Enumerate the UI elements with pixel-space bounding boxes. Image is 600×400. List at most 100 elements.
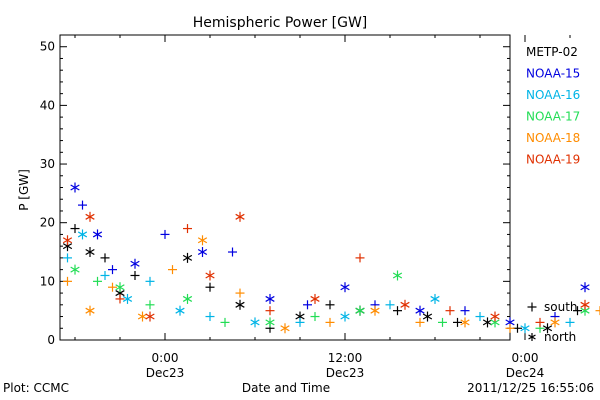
data-point — [565, 317, 575, 327]
data-point — [70, 224, 80, 234]
data-point — [340, 311, 350, 322]
data-point — [265, 293, 275, 304]
data-point — [100, 270, 110, 280]
y-tick-label: 10 — [40, 274, 55, 288]
data-point — [325, 300, 335, 310]
chart-title: Hemispheric Power [GW] — [193, 15, 368, 31]
data-point — [550, 317, 560, 328]
data-point — [573, 306, 582, 316]
data-point — [542, 323, 553, 334]
y-tick-label: 20 — [40, 216, 55, 230]
data-point — [482, 317, 493, 328]
data-point — [400, 299, 410, 310]
data-point — [430, 293, 440, 304]
data-point — [78, 200, 87, 210]
data-point — [108, 265, 117, 275]
y-axis: 0 10 20 30 40 50 — [40, 40, 510, 347]
x-tick-label-date: Dec23 — [326, 366, 365, 380]
legend-entry: NOAA-19 — [526, 153, 580, 167]
data-point — [580, 282, 590, 293]
data-point — [392, 270, 403, 281]
legend-entry: NOAA-16 — [526, 88, 580, 102]
data-point — [100, 253, 110, 263]
legend-entry: NOAA-18 — [526, 131, 580, 145]
data-point — [415, 305, 425, 316]
data-point — [355, 305, 365, 316]
data-point — [445, 306, 455, 316]
x-tick-label-date: Dec24 — [506, 366, 545, 380]
data-point — [393, 306, 402, 316]
data-point — [340, 282, 350, 293]
data-point — [183, 224, 192, 234]
data-point — [280, 323, 290, 334]
footer-plot-source: Plot: CCMC — [3, 381, 69, 395]
data-point — [197, 247, 208, 258]
y-axis-label: P [GW] — [17, 169, 31, 211]
data-point — [205, 270, 215, 281]
data-point — [137, 311, 148, 322]
data-point — [130, 258, 140, 269]
x-tick-label-date: Dec23 — [146, 366, 185, 380]
data-point — [70, 182, 80, 193]
data-point — [77, 229, 88, 240]
data-point — [115, 294, 125, 304]
marker-legend-symbol — [528, 333, 536, 341]
data-point — [115, 282, 125, 293]
marker-legend: south north — [527, 300, 578, 344]
data-point — [250, 317, 260, 328]
data-point — [63, 276, 72, 286]
data-point — [145, 276, 155, 286]
data-point — [235, 211, 245, 222]
data-point — [122, 293, 133, 304]
data-point — [310, 312, 320, 322]
data-point — [168, 265, 177, 275]
data-point — [220, 317, 230, 327]
y-tick-label: 40 — [40, 98, 55, 112]
data-point — [475, 312, 485, 322]
data-point — [422, 311, 433, 322]
marker-legend-label: north — [544, 330, 576, 344]
marker-legend-label: south — [544, 300, 578, 314]
x-tick-label-time: 0:00 — [512, 351, 539, 365]
data-point — [580, 299, 590, 310]
data-point — [265, 306, 275, 316]
data-point — [385, 300, 395, 310]
data-point — [355, 253, 365, 263]
data-point — [415, 317, 425, 327]
data-point — [370, 305, 380, 316]
x-axis-label: Date and Time — [242, 381, 330, 395]
data-point — [235, 288, 245, 298]
data-point — [325, 317, 335, 327]
data-points — [62, 182, 600, 334]
data-point — [85, 211, 95, 222]
marker-legend-symbol — [527, 302, 537, 312]
data-point — [453, 317, 462, 327]
data-point — [197, 235, 208, 246]
data-point — [108, 282, 117, 292]
data-point — [205, 312, 215, 322]
data-point — [92, 229, 103, 240]
legend: METP-02 NOAA-15 NOAA-16 NOAA-17 NOAA-18 NOAA-… — [526, 45, 580, 167]
y-tick-label: 0 — [47, 333, 55, 347]
data-point — [595, 306, 600, 316]
data-point — [295, 317, 305, 327]
data-point — [182, 252, 193, 263]
data-point — [85, 247, 95, 258]
data-point — [175, 305, 185, 316]
data-point — [438, 317, 447, 327]
data-point — [265, 317, 275, 328]
data-point — [130, 270, 140, 280]
y-tick-label: 30 — [40, 157, 55, 171]
data-point — [535, 317, 545, 327]
data-point — [160, 229, 170, 239]
data-point — [490, 311, 500, 322]
data-point — [182, 293, 193, 304]
data-point — [93, 276, 102, 286]
data-point — [62, 235, 73, 246]
x-tick-label-time: 0:00 — [152, 351, 179, 365]
legend-entry: NOAA-17 — [526, 110, 580, 124]
legend-entry: NOAA-15 — [526, 67, 580, 81]
data-point — [460, 317, 470, 328]
data-point — [63, 253, 72, 263]
